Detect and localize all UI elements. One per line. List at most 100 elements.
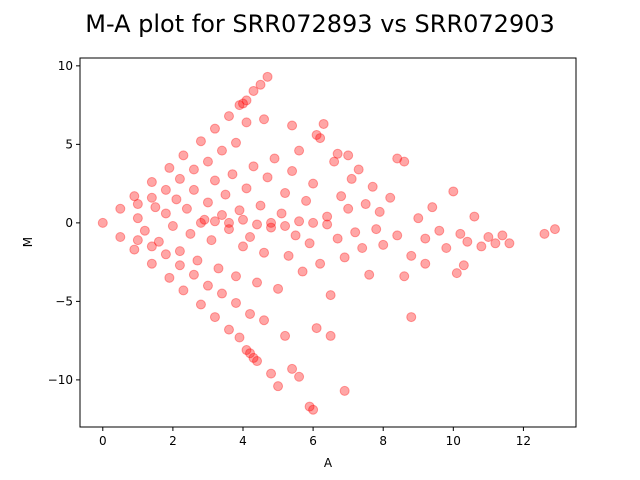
data-point <box>304 238 315 249</box>
y-axis-ticks: −10 −5 0 5 10 <box>48 59 80 387</box>
data-point <box>315 133 326 144</box>
y-tick-label: 10 <box>58 59 73 73</box>
plot-area <box>79 57 577 428</box>
data-point <box>153 236 164 247</box>
data-point <box>209 312 220 323</box>
scatter-points <box>97 71 560 415</box>
x-axis-ticks: 0 2 4 6 8 10 12 <box>99 427 531 448</box>
data-point <box>202 280 213 291</box>
data-point <box>213 263 224 274</box>
data-point <box>287 120 298 131</box>
data-point <box>234 100 245 111</box>
data-point <box>283 250 294 261</box>
data-point <box>325 290 336 301</box>
data-point <box>171 194 182 205</box>
x-tick-label: 4 <box>239 434 247 448</box>
data-point <box>223 217 234 228</box>
data-point <box>248 85 259 96</box>
data-point <box>223 324 234 335</box>
data-point <box>315 258 326 269</box>
data-point <box>420 258 431 269</box>
data-point <box>223 224 234 235</box>
data-point <box>504 238 515 249</box>
data-point <box>241 95 252 106</box>
data-point <box>269 153 280 164</box>
data-point <box>150 202 161 213</box>
data-point <box>287 363 298 374</box>
y-tick-label: −5 <box>55 294 73 308</box>
data-point <box>490 238 501 249</box>
data-point <box>392 230 403 241</box>
data-point <box>146 177 157 188</box>
data-point <box>234 332 245 343</box>
data-point <box>238 241 248 252</box>
data-point <box>280 188 291 199</box>
data-point <box>164 162 175 173</box>
data-point <box>241 117 252 128</box>
data-point <box>230 137 241 148</box>
data-point <box>188 269 199 280</box>
data-point <box>195 136 206 147</box>
data-point <box>308 404 319 415</box>
data-point <box>483 232 494 242</box>
data-point <box>206 235 217 246</box>
data-point <box>406 250 417 261</box>
data-point <box>146 241 157 252</box>
data-point <box>227 169 238 180</box>
y-tick-label: 0 <box>65 216 73 230</box>
data-point <box>336 191 347 202</box>
data-point <box>252 277 263 288</box>
data-point <box>266 368 277 379</box>
data-point <box>322 211 333 222</box>
data-point <box>462 236 473 247</box>
data-point <box>255 79 266 90</box>
data-point <box>290 230 301 241</box>
data-point <box>115 232 126 242</box>
data-point <box>245 308 256 319</box>
x-axis-label: A <box>324 456 333 470</box>
data-point <box>332 148 343 159</box>
data-point <box>199 214 210 225</box>
data-point <box>427 202 438 213</box>
data-point <box>139 225 150 236</box>
data-point <box>238 214 248 225</box>
data-point <box>287 166 298 177</box>
y-axis-label: M <box>21 237 35 247</box>
data-point <box>280 221 291 232</box>
data-point <box>174 246 185 257</box>
data-point <box>188 184 199 195</box>
data-point <box>343 203 354 214</box>
x-tick-label: 0 <box>99 434 107 448</box>
data-point <box>385 192 396 203</box>
data-point <box>360 199 371 210</box>
data-point <box>318 118 329 129</box>
data-point <box>132 213 143 224</box>
data-point <box>146 258 157 269</box>
y-tick-label: −10 <box>48 373 73 387</box>
data-point <box>248 352 259 363</box>
data-point <box>448 186 459 197</box>
data-point <box>339 252 350 263</box>
data-point <box>549 224 560 235</box>
data-point <box>195 217 206 228</box>
data-point <box>238 98 248 109</box>
data-point <box>160 208 171 219</box>
data-point <box>192 255 203 266</box>
plot-frame <box>79 57 577 428</box>
data-point <box>364 269 375 280</box>
x-tick-label: 6 <box>309 434 317 448</box>
data-point <box>223 111 234 122</box>
x-tick-label: 10 <box>446 434 461 448</box>
data-point <box>434 225 445 236</box>
data-point <box>245 232 256 242</box>
data-point <box>259 247 270 258</box>
data-point <box>245 348 256 359</box>
data-point <box>241 345 252 356</box>
data-point <box>164 272 175 283</box>
data-point <box>280 330 291 341</box>
data-point <box>297 266 308 277</box>
data-point <box>294 216 305 227</box>
data-point <box>195 299 206 310</box>
data-point <box>441 243 452 253</box>
